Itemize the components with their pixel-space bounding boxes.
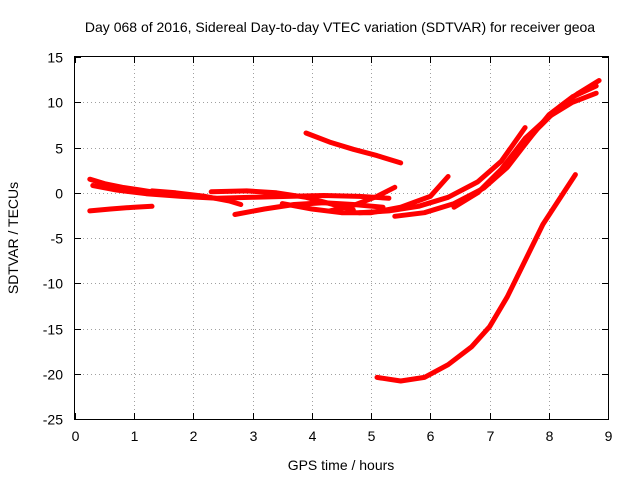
y-tick-label: 5 [55, 141, 63, 157]
y-tick-label: -20 [43, 367, 63, 383]
series-arc-2 [87, 203, 155, 214]
y-tick-labels: -25 -20 -15 -10 -5 0 5 10 15 [43, 50, 63, 428]
y-axis-label: SDTVAR / TECUs [5, 182, 21, 294]
x-tick-label: 5 [368, 428, 376, 444]
y-tick-label: -10 [43, 276, 63, 292]
x-tick-label: 0 [72, 428, 80, 444]
y-tick-label: 0 [55, 186, 63, 202]
y-tick-label: -15 [43, 322, 63, 338]
series-layer [87, 78, 602, 384]
plot-frame [74, 56, 609, 420]
y-tick-label: 15 [47, 50, 63, 66]
y-tick-label: -25 [43, 412, 63, 428]
series-arc-12 [451, 90, 599, 210]
series-arc-8 [303, 130, 404, 166]
chart-title: Day 068 of 2016, Sidereal Day-to-day VTE… [85, 19, 595, 35]
x-tick-label: 4 [309, 428, 317, 444]
x-axis-label: GPS time / hours [288, 457, 395, 473]
series-arc-4 [149, 188, 244, 207]
y-tick-label: -5 [51, 231, 64, 247]
x-tick-label: 9 [605, 428, 613, 444]
x-tick-label: 3 [250, 428, 258, 444]
series-arc-10 [356, 125, 528, 216]
x-tick-label: 6 [427, 428, 435, 444]
series-arc-3 [90, 183, 392, 201]
x-tick-labels: 0 1 2 3 4 5 6 7 8 9 [72, 428, 613, 444]
series-arc-9 [327, 184, 398, 214]
x-tick-label: 2 [190, 428, 198, 444]
grid [75, 57, 608, 419]
series-arc-14 [522, 83, 599, 147]
series-arc-15 [374, 172, 578, 384]
x-tick-label: 1 [131, 428, 139, 444]
y-tick-label: 10 [47, 95, 63, 111]
x-tick-label: 7 [487, 428, 495, 444]
ticks [75, 57, 609, 420]
x-tick-label: 8 [546, 428, 554, 444]
